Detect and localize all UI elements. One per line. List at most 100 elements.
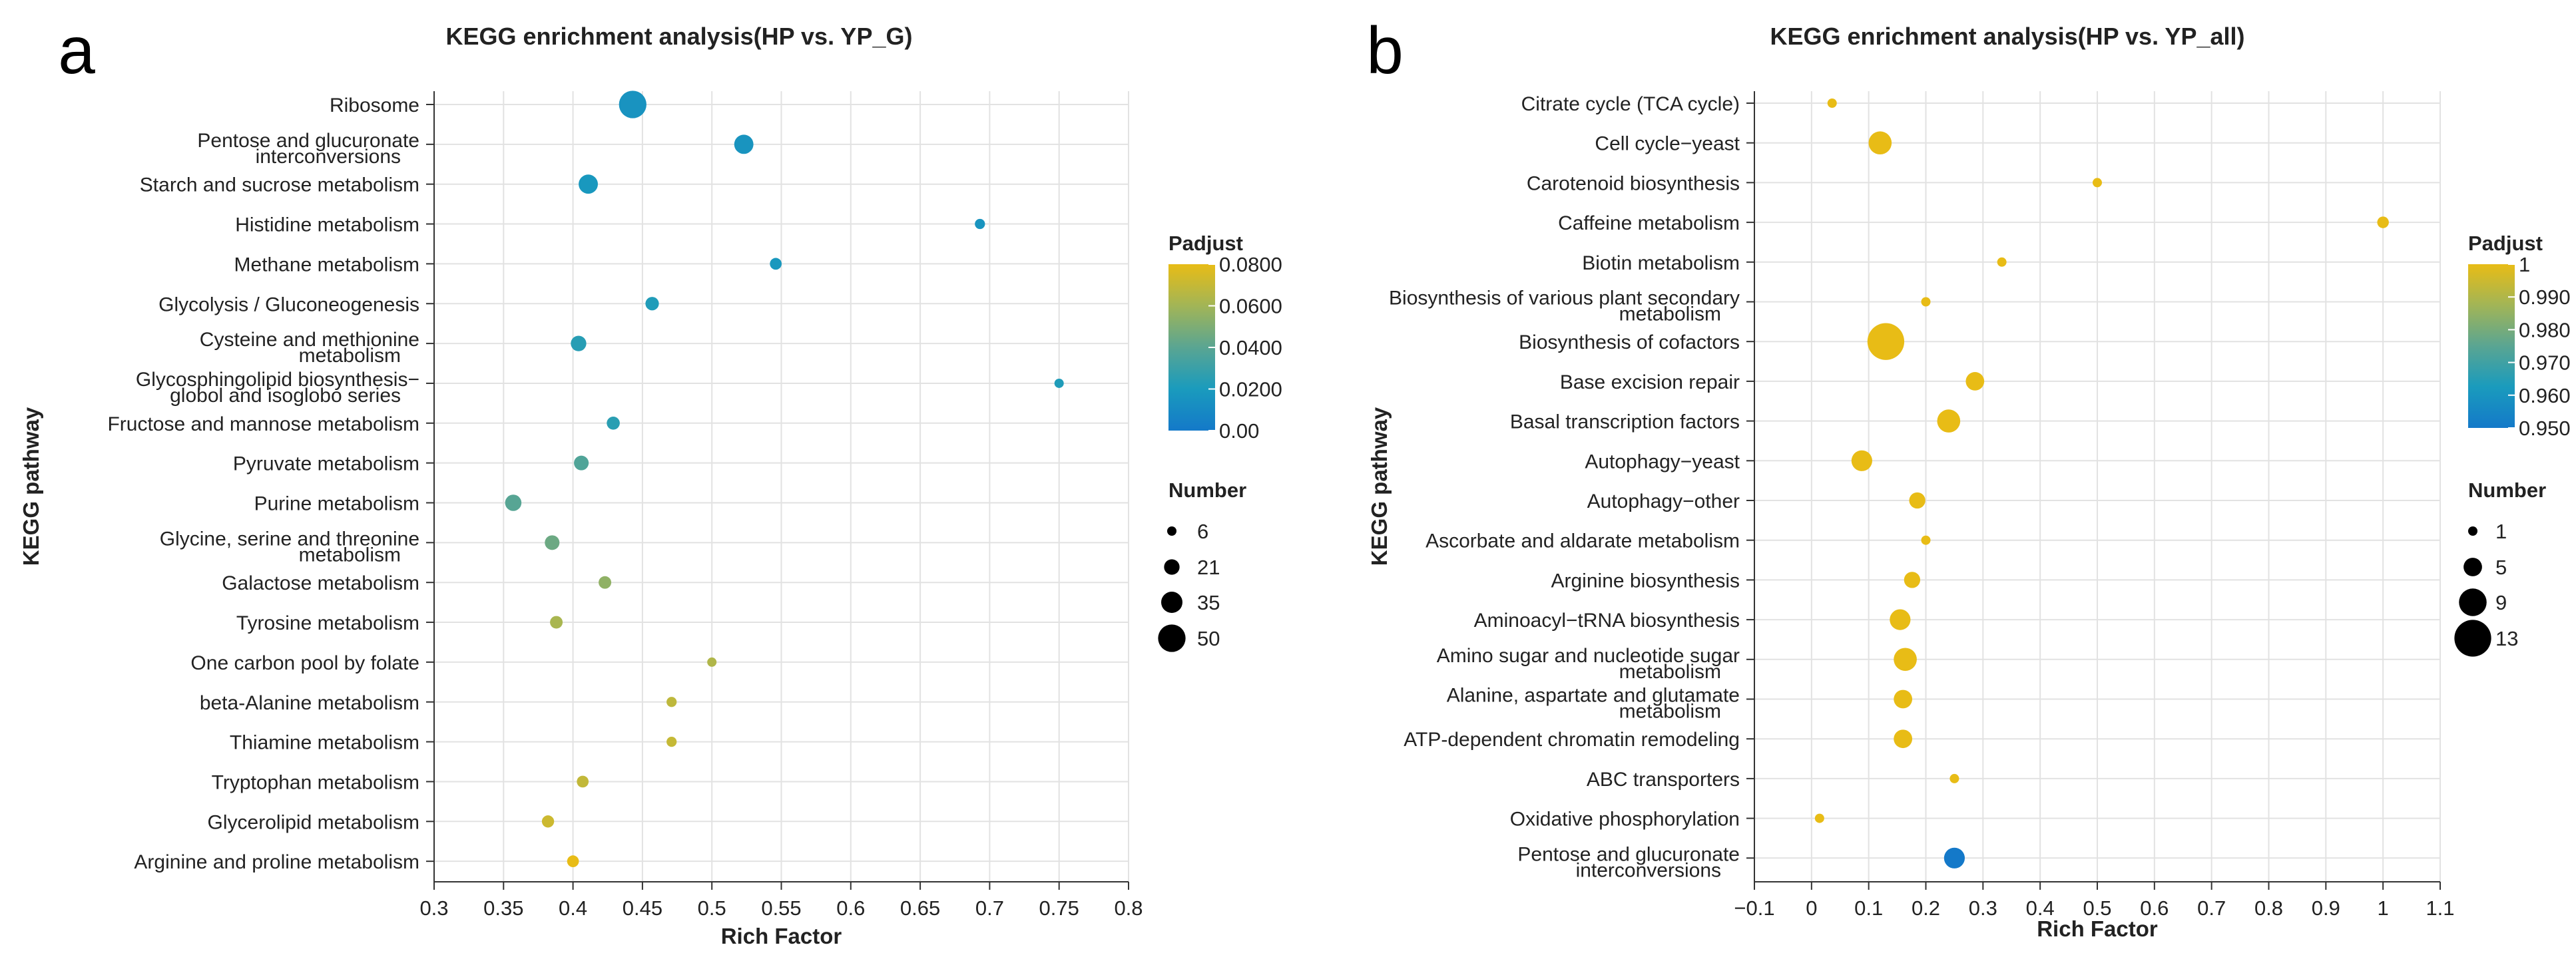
data-point <box>1949 773 1959 783</box>
y-category-label: Oxidative phosphorylation <box>1510 809 1740 831</box>
y-category-label-line2: interconversions <box>1576 859 1721 881</box>
y-category-label: Autophagy−yeast <box>1585 451 1740 473</box>
x-tick-label: 0.3 <box>419 896 448 920</box>
data-point <box>2093 178 2102 188</box>
y-category-label: Ribosome <box>330 95 419 116</box>
x-tick-label: 0 <box>1806 896 1817 920</box>
y-category-label: Histidine metabolism <box>235 214 419 236</box>
data-point <box>1814 813 1824 823</box>
colorbar-tick-label: 0.950 <box>2519 417 2571 440</box>
colorbar-tick-label: 1 <box>2519 253 2530 276</box>
x-axis-label: Rich Factor <box>2037 916 2158 941</box>
y-category-label: Tryptophan metabolism <box>212 771 419 793</box>
y-category-label-line2: metabolism <box>299 544 401 566</box>
x-tick-label: 1 <box>2378 896 2389 920</box>
y-category-label: Tyrosine metabolism <box>236 612 419 634</box>
y-category-label: Ascorbate and aldarate metabolism <box>1425 530 1740 552</box>
x-axis-label: Rich Factor <box>721 924 842 948</box>
colorbar-tick-label: 0.0400 <box>1219 336 1282 359</box>
y-category-label: Aminoacyl−tRNA biosynthesis <box>1474 610 1740 632</box>
panel-letter: b <box>1366 13 1404 88</box>
colorbar-tick-label: 0.0200 <box>1219 378 1282 401</box>
colorbar-tick-label: 0.990 <box>2519 286 2571 309</box>
y-category-label: Glycolysis / Gluconeogenesis <box>158 293 419 315</box>
y-category-label: ATP-dependent chromatin remodeling <box>1404 729 1740 751</box>
data-point <box>734 134 754 154</box>
data-point <box>1909 492 1926 509</box>
y-category-label: Biosynthesis of cofactors <box>1519 331 1740 353</box>
y-category-label: Autophagy−other <box>1587 490 1740 512</box>
y-category-label: ABC transporters <box>1587 769 1740 791</box>
y-category-label: beta-Alanine metabolism <box>200 692 419 714</box>
y-category-label-line2: metabolism <box>1619 303 1721 325</box>
y-category-label: Glycosphingolipid biosynthesis− <box>136 369 419 391</box>
x-tick-label: 0.45 <box>623 896 662 920</box>
y-category-label: Citrate cycle (TCA cycle) <box>1521 93 1740 115</box>
size-legend-title: Number <box>1168 479 1246 502</box>
x-tick-label: 0.3 <box>1969 896 1997 920</box>
x-tick-label: 0.7 <box>2197 896 2226 920</box>
data-point <box>1851 450 1872 471</box>
size-legend-label: 13 <box>2495 627 2518 650</box>
y-category-label: Cell cycle−yeast <box>1595 133 1740 155</box>
y-category-label: Purine metabolism <box>254 493 419 515</box>
colorbar-tick-label: 0.960 <box>2519 384 2571 407</box>
y-category-label: Glycine, serine and threonine <box>160 528 419 550</box>
data-point <box>567 855 579 868</box>
colorbar <box>1168 264 1215 431</box>
data-point <box>1894 729 1913 749</box>
x-tick-label: 0.55 <box>761 896 801 920</box>
data-point <box>666 736 677 747</box>
data-point <box>545 535 560 550</box>
data-point <box>505 494 522 511</box>
data-point <box>1868 131 1892 155</box>
x-tick-label: 0.6 <box>2140 896 2169 920</box>
x-tick-label: 0.1 <box>1854 896 1883 920</box>
y-category-label: One carbon pool by folate <box>190 652 419 674</box>
x-tick-label: 0.2 <box>1912 896 1940 920</box>
x-tick-label: 0.4 <box>2026 896 2055 920</box>
y-category-label-line2: metabolism <box>1619 701 1721 723</box>
y-axis-label: KEGG pathway <box>1367 407 1392 566</box>
y-category-label: Pentose and glucuronate <box>197 130 419 152</box>
y-category-label: Galactose metabolism <box>222 572 419 594</box>
colorbar-tick-label: 0.980 <box>2519 318 2571 341</box>
data-point <box>619 91 646 118</box>
x-tick-label: 0.65 <box>900 896 940 920</box>
size-legend-marker <box>1158 624 1186 652</box>
y-category-label: Glycerolipid metabolism <box>208 811 419 833</box>
x-tick-label: 0.5 <box>2083 896 2111 920</box>
data-point <box>1937 409 1961 433</box>
y-category-label: Starch and sucrose metabolism <box>140 174 419 196</box>
size-legend-marker <box>2468 526 2477 536</box>
y-category-label: Thiamine metabolism <box>230 732 419 754</box>
data-point <box>574 455 589 471</box>
data-point <box>770 258 782 270</box>
y-category-label: Cysteine and methionine <box>200 329 419 351</box>
data-point <box>1921 535 1931 545</box>
data-point <box>1867 323 1905 360</box>
size-legend-label: 50 <box>1197 627 1220 650</box>
y-category-label-line2: metabolism <box>1619 661 1721 683</box>
size-legend-title: Number <box>2468 479 2546 502</box>
size-legend-label: 21 <box>1197 556 1220 579</box>
colorbar-tick-label: 0.970 <box>2519 351 2571 375</box>
y-category-label: Arginine biosynthesis <box>1551 570 1740 592</box>
y-category-label: Basal transcription factors <box>1510 411 1740 433</box>
chart-title: KEGG enrichment analysis(HP vs. YP_G) <box>446 23 913 50</box>
data-point <box>1827 98 1837 108</box>
y-axis-label: KEGG pathway <box>19 407 43 566</box>
x-tick-label: 0.8 <box>2254 896 2283 920</box>
chart-panel-a: a KEGG enrichment analysis(HP vs. YP_G) 0.… <box>19 13 1282 948</box>
size-legend-marker <box>2463 558 2482 576</box>
data-point <box>599 576 612 589</box>
colorbar-tick-label: 0.00 <box>1219 419 1259 443</box>
x-tick-label: 0.75 <box>1039 896 1079 920</box>
x-tick-label: −0.1 <box>1734 896 1774 920</box>
x-tick-label: 0.8 <box>1114 896 1143 920</box>
y-category-label-line2: interconversions <box>256 146 401 168</box>
data-point <box>1894 689 1913 709</box>
size-legend-label: 6 <box>1197 520 1208 543</box>
data-point <box>579 174 598 194</box>
